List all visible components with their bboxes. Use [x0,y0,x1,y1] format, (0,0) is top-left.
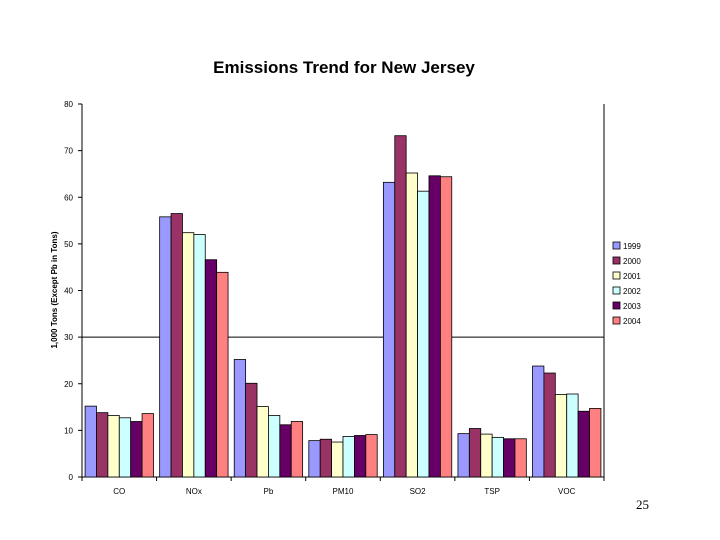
legend: 1999 2000 2001 2002 2003 2004 [612,241,641,326]
bar-2000-voc [543,372,556,478]
legend-item-2003: 2003 [612,301,641,311]
category-group [382,135,453,478]
legend-swatch [612,271,621,280]
bar-2000-nox [170,213,183,478]
legend-label: 2002 [623,287,641,296]
category-group [233,359,304,478]
bar-2002-so2 [417,190,430,478]
bar-2003-so2 [428,175,441,478]
bar-1999-tsp [457,433,470,478]
bar-2003-pb [279,424,292,478]
legend-swatch [612,286,621,295]
bar-2000-pb [245,382,258,478]
bar-2002-pb [268,415,281,478]
y-tick-label: 20 [64,380,73,389]
bar-2001-pm10 [331,441,344,478]
bar-2001-pb [256,406,269,478]
bar-2004-co [141,413,154,478]
bar-2004-nox [216,271,229,478]
bar-2004-voc [589,408,602,478]
legend-swatch [612,301,621,310]
legend-label: 2000 [623,257,641,266]
bar-2004-pb [290,421,304,478]
bar-2001-voc [554,394,568,478]
bar-1999-so2 [382,181,396,478]
y-tick-label: 60 [64,193,73,202]
bar-2004-tsp [514,438,527,478]
legend-swatch [612,256,621,265]
bar-2000-so2 [394,135,407,478]
y-tick-label: 70 [64,147,73,156]
x-tick-label: SO2 [410,487,427,496]
x-tick-label: Pb [264,487,274,496]
y-tick-label: 50 [64,240,73,249]
bar-2003-voc [577,410,590,478]
x-tick-label: NOx [186,487,202,496]
legend-item-2001: 2001 [612,271,641,281]
bar-1999-voc [532,365,545,478]
y-axis-label: 1,000 Tons (Except Pb in Tons) [50,231,59,348]
bar-2002-tsp [491,436,504,478]
bar-2003-pm10 [353,435,367,478]
bar-2003-tsp [503,438,516,478]
legend-label: 2001 [623,272,641,281]
legend-swatch [612,316,621,325]
bar-2000-pm10 [319,438,333,478]
category-group [84,405,154,478]
bar-2003-nox [204,259,218,478]
category-group [308,434,378,478]
legend-item-2000: 2000 [612,256,641,266]
chart-title: Emissions Trend for New Jersey [213,58,475,77]
bar-1999-nox [159,216,172,478]
bar-2004-so2 [439,176,453,478]
plot-area: 0 10 20 30 40 50 60 70 80 CO NOx Pb PM10 SO2 TSP VOC [64,100,605,496]
category-group [457,428,527,478]
y-tick-label: 10 [64,426,73,435]
bar-1999-pb [233,359,247,478]
bar-2001-tsp [480,433,493,478]
bar-2001-so2 [405,172,418,478]
legend-item-1999: 1999 [612,241,641,251]
bar-2001-nox [182,232,195,478]
bar-2000-co [96,412,109,478]
category-group [532,365,602,478]
y-tick-label: 80 [64,100,73,109]
x-tick-label: TSP [484,487,500,496]
legend-label: 1999 [623,242,641,251]
x-tick-label: CO [113,487,125,496]
y-tick-label: 40 [64,287,73,296]
bar-2003-co [130,421,143,478]
bar-2002-co [118,417,132,478]
bar-1999-pm10 [308,440,321,478]
category-group [159,213,229,478]
y-tick-label: 30 [64,333,73,342]
legend-swatch [612,241,621,250]
x-tick-label: PM10 [333,487,354,496]
bar-2002-nox [193,234,206,478]
bar-2001-co [107,415,120,478]
bar-1999-co [84,405,97,478]
bar-2002-pm10 [342,436,355,478]
bar-2000-tsp [468,428,482,478]
bar-2004-pm10 [365,434,378,478]
page-number: 25 [636,497,649,512]
legend-label: 2004 [623,317,641,326]
legend-item-2004: 2004 [612,316,641,326]
legend-label: 2003 [623,302,641,311]
legend-item-2002: 2002 [612,286,641,296]
y-tick-label: 0 [69,473,74,482]
x-tick-label: VOC [558,487,576,496]
bar-2002-voc [566,393,579,478]
